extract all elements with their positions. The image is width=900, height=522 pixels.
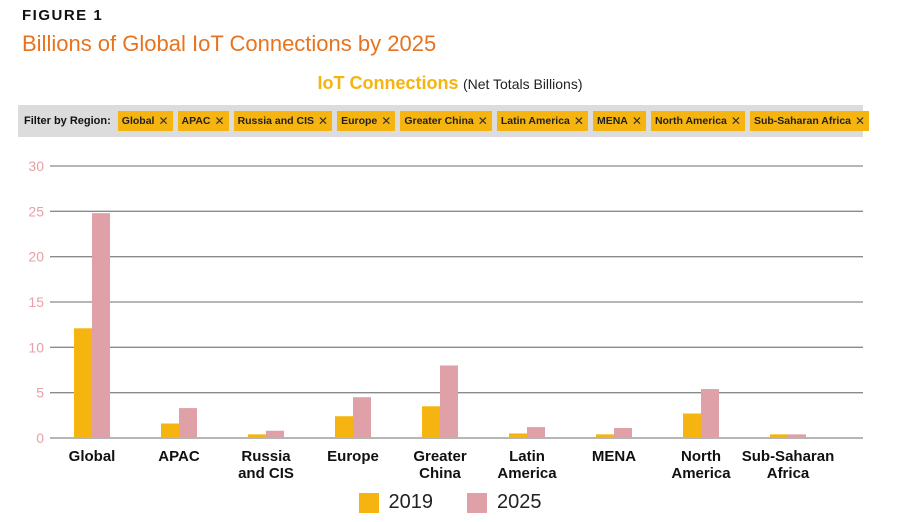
y-tick-label-15: 15 (28, 294, 44, 310)
x-tick-label-north-america: North America (671, 448, 731, 482)
y-tick-label-20: 20 (28, 249, 44, 265)
filter-chip-mena[interactable]: MENA ✕ (592, 111, 646, 131)
chip-label: Greater China (404, 115, 474, 127)
close-icon[interactable]: ✕ (477, 114, 488, 128)
close-icon[interactable]: ✕ (214, 114, 225, 128)
y-tick-label-5: 5 (36, 385, 44, 401)
chart-subtitle: (Net Totals Billions) (462, 76, 583, 92)
legend: 2019 2025 (0, 491, 900, 514)
chip-label: Europe (341, 115, 378, 127)
chip-label: Russia and CIS (237, 115, 315, 127)
figure-title: Billions of Global IoT Connections by 20… (22, 31, 437, 56)
x-tick-label-line: Sub-Saharan (742, 448, 835, 465)
close-icon[interactable]: ✕ (855, 114, 866, 128)
bar-2019-mena (596, 434, 614, 438)
close-icon[interactable]: ✕ (318, 114, 329, 128)
bar-2025-apac (179, 408, 197, 438)
bar-2019-russia-and-cis (248, 434, 266, 438)
chip-label: APAC (181, 115, 211, 127)
x-tick-label-apac: APAC (158, 448, 200, 465)
bar-2025-mena (614, 428, 632, 438)
x-tick-label-line: and CIS (238, 465, 294, 482)
close-icon[interactable]: ✕ (158, 114, 169, 128)
filter-chip-apac[interactable]: APAC ✕ (177, 111, 229, 131)
region-filter-bar: Filter by Region: Global ✕ APAC ✕ Russia a… (18, 105, 870, 137)
bar-2025-sub-saharan-africa (788, 434, 806, 438)
chart-title-main: IoT Connections (317, 73, 459, 93)
bar-2025-latin-america (527, 427, 545, 438)
bar-2025-europe (353, 397, 371, 438)
y-tick-label-10: 10 (28, 339, 44, 355)
close-icon[interactable]: ✕ (573, 114, 584, 128)
x-tick-label-line: China (419, 465, 461, 482)
chip-label: MENA (596, 115, 628, 127)
filter-chip-sub-saharan-africa[interactable]: Sub-Saharan Africa ✕ (749, 111, 870, 131)
y-tick-label-25: 25 (28, 203, 44, 219)
x-tick-label-line: Africa (767, 465, 810, 482)
close-icon[interactable]: ✕ (730, 114, 741, 128)
filter-chip-global[interactable]: Global ✕ (117, 111, 173, 131)
figure-label: FIGURE 1 (22, 7, 104, 24)
bar-2019-europe (335, 416, 353, 438)
chart-title: IoT Connections (Net Totals Billions) (0, 73, 900, 94)
filter-chip-greater-china[interactable]: Greater China ✕ (400, 111, 492, 131)
x-tick-label-global: Global (69, 448, 116, 465)
filter-label: Filter by Region: (24, 115, 111, 127)
x-tick-label-mena: MENA (592, 448, 636, 465)
x-tick-label-line: Europe (327, 448, 379, 465)
x-tick-label-line: America (671, 465, 731, 482)
bar-2019-apac (161, 423, 179, 438)
x-tick-label-line: Latin (509, 448, 545, 465)
chip-label: Sub-Saharan Africa (753, 115, 852, 127)
x-tick-label-greater-china: Greater China (413, 448, 467, 482)
bar-2025-north-america (701, 389, 719, 438)
close-icon[interactable]: ✕ (381, 114, 392, 128)
bar-2025-global (92, 213, 110, 438)
chip-label: Global (121, 115, 155, 127)
legend-item-2025: 2025 (467, 491, 542, 514)
x-tick-label-line: MENA (592, 448, 636, 465)
filter-chip-latin-america[interactable]: Latin America ✕ (496, 111, 588, 131)
bar-2019-sub-saharan-africa (770, 434, 788, 438)
close-icon[interactable]: ✕ (631, 114, 642, 128)
legend-item-2019: 2019 (358, 491, 434, 514)
bar-2019-latin-america (509, 433, 527, 438)
x-tick-label-sub-saharan-africa: Sub-Saharan Africa (742, 448, 835, 482)
x-tick-label-line: APAC (158, 448, 200, 465)
x-tick-label-line: Global (69, 448, 116, 465)
filter-chip-europe[interactable]: Europe ✕ (337, 111, 396, 131)
x-tick-label-line: America (497, 465, 557, 482)
y-tick-label-0: 0 (36, 430, 44, 446)
bar-2019-greater-china (422, 406, 440, 438)
iot-bar-chart: 0 5 10 15 20 25 30 Global APAC Russia and CIS Europ… (28, 158, 863, 482)
legend-label-2025: 2025 (497, 491, 542, 513)
x-tick-label-line: Greater (413, 448, 467, 465)
chip-label: North America (654, 115, 727, 127)
bar-2019-global (74, 328, 92, 438)
x-tick-label-latin-america: Latin America (497, 448, 557, 482)
legend-swatch-2019 (358, 492, 379, 513)
x-tick-label-europe: Europe (327, 448, 379, 465)
bar-2025-russia-and-cis (266, 430, 284, 438)
filter-chip-russia-cis[interactable]: Russia and CIS ✕ (233, 111, 333, 131)
chip-label: Latin America (500, 115, 570, 127)
x-tick-label-line: North (681, 448, 721, 465)
bar-2025-greater-china (440, 365, 458, 438)
filter-chip-north-america[interactable]: North America ✕ (650, 111, 745, 131)
x-tick-label-line: Russia (241, 448, 291, 465)
x-tick-label-russia-and-cis: Russia and CIS (238, 448, 294, 482)
bar-2019-north-america (683, 413, 701, 438)
legend-swatch-2025 (467, 492, 487, 513)
y-tick-label-30: 30 (28, 158, 44, 174)
legend-label-2019: 2019 (388, 491, 434, 513)
